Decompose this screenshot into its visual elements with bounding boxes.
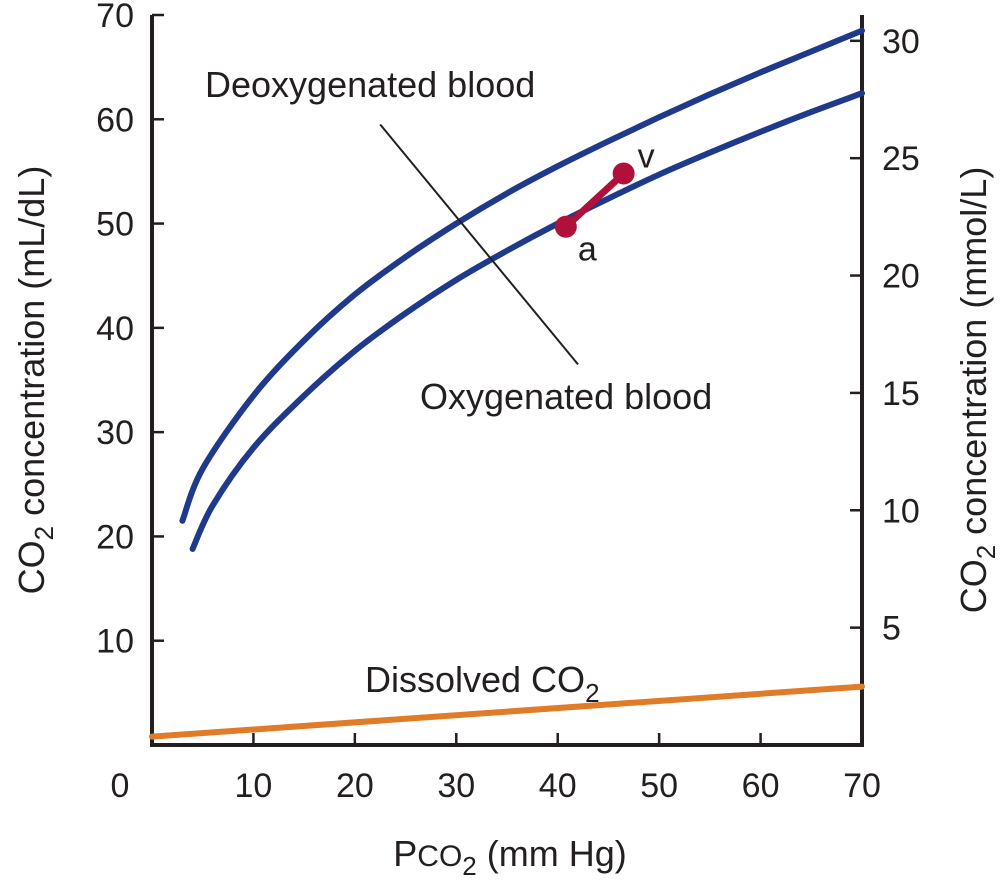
x-tick-label-30: 30	[437, 767, 475, 805]
x-tick-label-70: 70	[843, 767, 881, 805]
y-left-tick-label-20: 20	[96, 518, 134, 556]
point-a	[554, 215, 577, 238]
x-axis-title-sub: 2	[462, 851, 476, 881]
y-right-tick-label-10: 10	[882, 492, 920, 530]
label-deoxygenated-blood: Deoxygenated blood	[205, 64, 535, 105]
y-right-tick-label-25: 25	[882, 140, 920, 178]
series-line-2	[149, 683, 865, 740]
series-line-1	[189, 90, 865, 552]
x-tick-label-40: 40	[539, 767, 577, 805]
y-left-tick-label-60: 60	[96, 101, 134, 139]
y-axis-left-title-tail: concentration (mL/dL)	[11, 166, 52, 526]
series-layer	[149, 27, 865, 740]
label-dissolved-co2: Dissolved CO2	[365, 659, 600, 708]
point-v	[612, 162, 635, 185]
y-axis-right-title-main: CO	[953, 559, 994, 613]
point-label-v: v	[638, 138, 655, 176]
y-axis-right-title-sub: 2	[971, 545, 1001, 559]
x-tick-label-60: 60	[742, 767, 780, 805]
y-left-tick-label-40: 40	[96, 310, 134, 348]
series-line-0	[179, 27, 865, 524]
y-right-tick-label-5: 5	[882, 610, 901, 648]
x-tick-label-50: 50	[640, 767, 678, 805]
label-dissolved-co2-main: Dissolved CO	[365, 659, 585, 700]
label-oxygenated-blood: Oxygenated blood	[420, 376, 712, 417]
label-dissolved-co2-sub: 2	[585, 678, 599, 708]
point-layer: av	[554, 138, 655, 269]
leader-layer	[379, 123, 579, 365]
y-right-tick-label-15: 15	[882, 375, 920, 413]
y-axis-left-title: CO2 concentration (mL/dL)	[11, 166, 59, 595]
y-right-tick-label-20: 20	[882, 258, 920, 296]
y-left-tick-label-50: 50	[96, 206, 134, 244]
point-label-a: a	[578, 231, 597, 269]
x-axis-title: PCO2 (mm Hg)	[393, 833, 626, 881]
y-axis-left-title-sub: 2	[29, 526, 59, 540]
x-axis-title-main: P	[393, 833, 417, 874]
ticks: 0 10 20 30 40 50 60 70 10 20 30 40 50 60 70 5 10 15 20 25 30	[96, 0, 920, 805]
y-left-tick-label-70: 70	[96, 0, 134, 35]
y-left-tick-label-10: 10	[96, 623, 134, 661]
a-v-segment	[562, 170, 628, 231]
y-axis-left-title-main: CO	[11, 540, 52, 594]
y-right-tick-label-30: 30	[882, 23, 920, 61]
x-axis-title-small: CO	[417, 840, 462, 873]
x-tick-label-20: 20	[336, 767, 374, 805]
y-axis-right-title-tail: concentration (mmol/L)	[953, 167, 994, 545]
leader-line-0	[379, 123, 579, 365]
y-left-tick-label-30: 30	[96, 414, 134, 452]
x-axis-title-tail: (mm Hg)	[477, 833, 627, 874]
x-tick-label-0: 0	[111, 767, 130, 805]
y-axis-right-title: CO2 concentration (mmol/L)	[953, 167, 1001, 614]
axes	[150, 15, 864, 747]
x-tick-label-10: 10	[235, 767, 273, 805]
